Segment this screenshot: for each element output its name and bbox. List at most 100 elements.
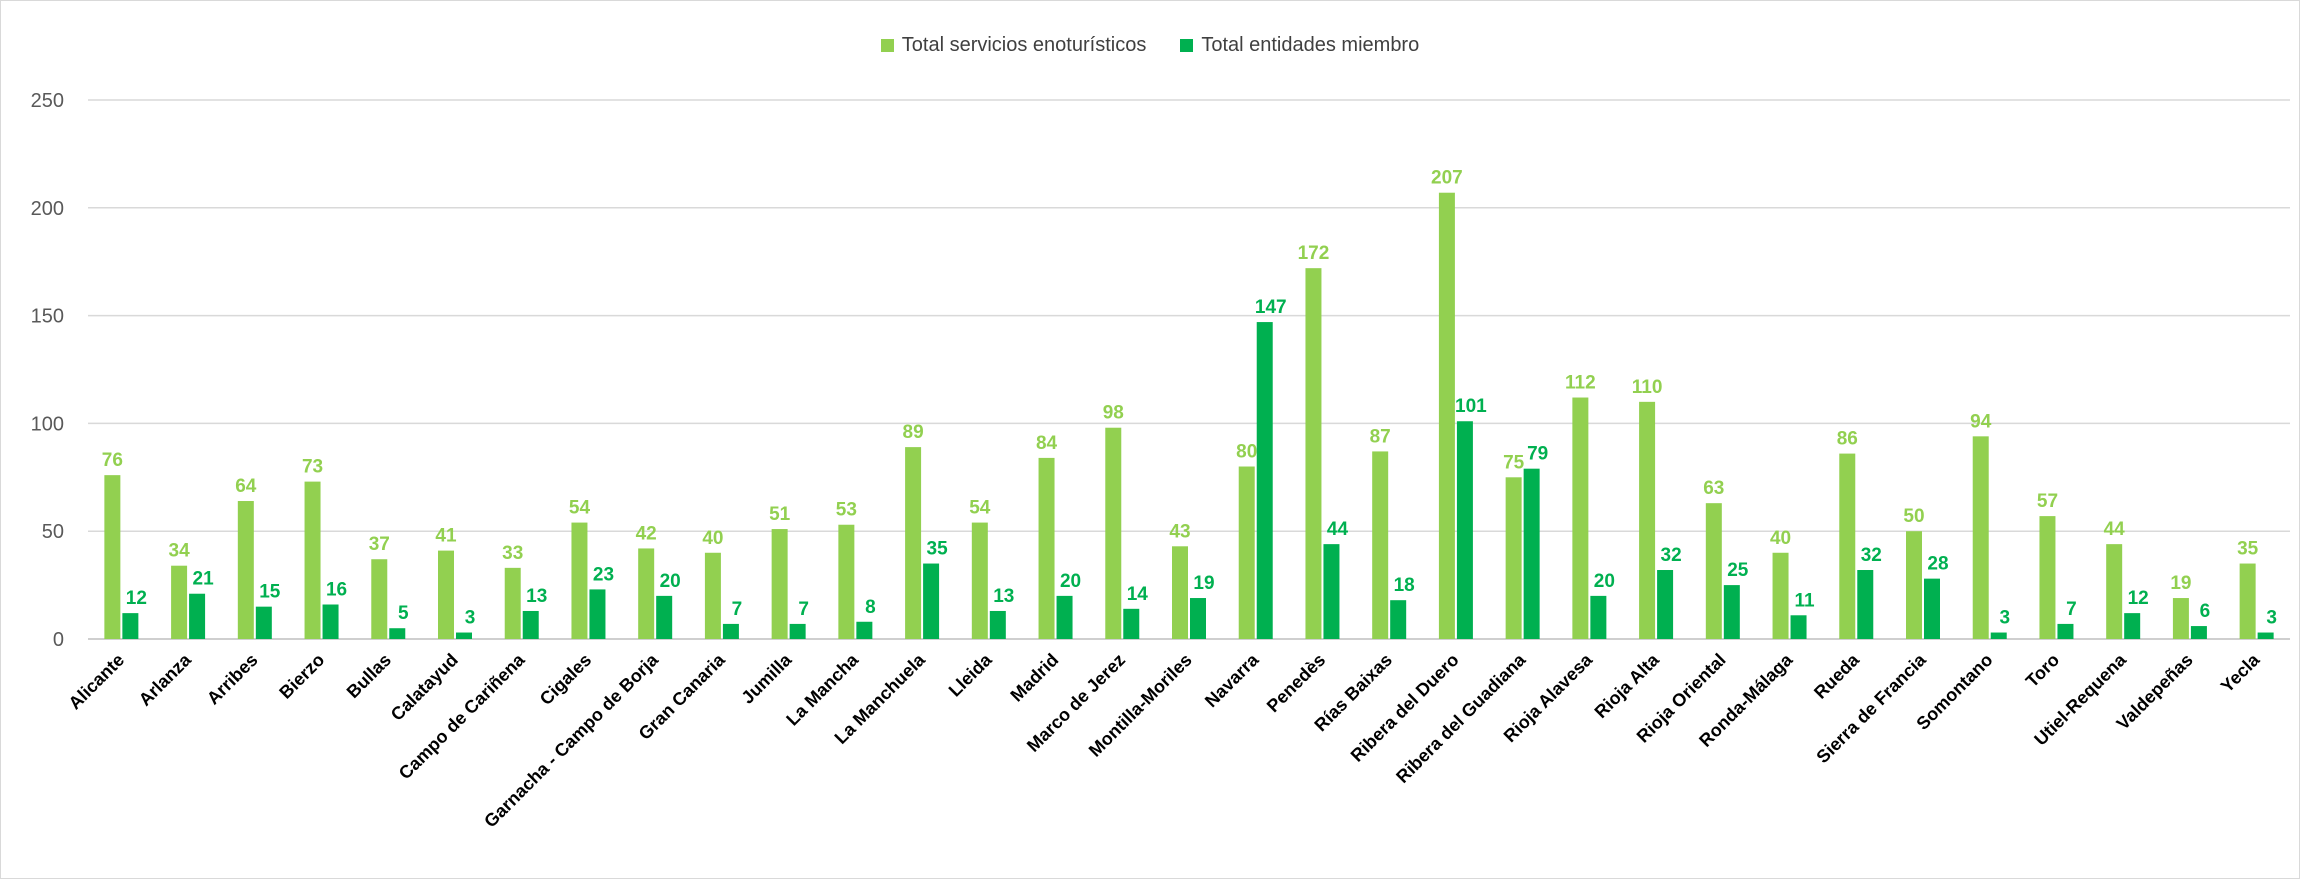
data-label-entidades: 44 (1327, 519, 1349, 540)
bar-entidades (1456, 421, 1473, 639)
x-tick-label: Penedès (1263, 650, 1330, 717)
data-label-servicios: 86 (1837, 429, 1858, 450)
bar-entidades (2124, 613, 2141, 639)
bar-servicios (1505, 477, 1522, 639)
bar-servicios (237, 501, 254, 639)
bar-entidades (1990, 632, 2007, 639)
data-label-entidades: 32 (1661, 545, 1682, 566)
data-label-entidades: 147 (1255, 297, 1287, 318)
legend-swatch-servicios (880, 39, 894, 52)
y-tick-label: 250 (31, 90, 64, 112)
bar-entidades (989, 610, 1006, 639)
data-label-servicios: 54 (969, 498, 991, 519)
bar-entidades (122, 613, 139, 639)
data-label-servicios: 54 (569, 498, 591, 519)
x-tick-label: Bierzo (275, 650, 328, 703)
bar-entidades (456, 632, 472, 639)
data-label-entidades: 13 (526, 586, 547, 607)
bar-entidades (255, 606, 272, 639)
data-label-servicios: 76 (102, 450, 123, 471)
x-tick-label: Bullas (343, 650, 395, 702)
x-tick-label: Jumilla (737, 649, 796, 708)
data-label-servicios: 51 (769, 504, 791, 525)
data-label-servicios: 112 (1565, 373, 1596, 394)
x-tick-label: Cigales (536, 650, 595, 709)
bar-entidades (389, 628, 406, 639)
bar-servicios (1972, 436, 1989, 639)
bar-servicios (1705, 503, 1722, 639)
data-label-entidades: 20 (1594, 571, 1615, 592)
data-label-entidades: 18 (1394, 575, 1415, 596)
bar-servicios (1772, 552, 1789, 639)
data-label-entidades: 101 (1455, 396, 1487, 417)
data-label-servicios: 172 (1298, 243, 1330, 264)
bar-entidades (1523, 468, 1540, 639)
bar-entidades (789, 623, 806, 639)
bar-entidades (1790, 615, 1807, 639)
x-tick-label: Arribes (203, 650, 262, 709)
x-tick-label: Yecla (2217, 649, 2264, 696)
data-label-entidades: 28 (1927, 554, 1948, 575)
bar-entidades (589, 589, 606, 639)
bar-servicios (504, 567, 521, 639)
bar-entidades (1123, 608, 1140, 639)
data-label-entidades: 3 (1999, 608, 2010, 629)
bar-servicios (1172, 546, 1188, 639)
bar-entidades (1390, 600, 1407, 639)
bar-servicios (571, 522, 588, 639)
bar-servicios (2106, 544, 2123, 639)
bar-servicios (304, 481, 321, 639)
bar-entidades (2190, 626, 2207, 639)
data-label-servicios: 84 (1036, 433, 1058, 454)
bar-entidades (522, 610, 539, 639)
data-label-servicios: 57 (2037, 491, 2058, 512)
data-label-servicios: 89 (903, 422, 924, 443)
legend-swatch-entidades (1180, 39, 1194, 52)
data-label-entidades: 7 (732, 599, 743, 620)
bar-servicios (438, 550, 454, 639)
data-label-servicios: 110 (1632, 377, 1663, 398)
data-label-entidades: 11 (1794, 590, 1815, 611)
y-tick-label: 100 (31, 413, 64, 435)
data-label-servicios: 64 (235, 476, 257, 497)
data-label-entidades: 19 (1193, 573, 1214, 594)
data-label-entidades: 25 (1727, 560, 1749, 581)
data-label-entidades: 35 (927, 539, 949, 560)
bar-servicios (371, 559, 388, 639)
data-label-servicios: 63 (1703, 478, 1724, 499)
data-label-entidades: 32 (1861, 545, 1882, 566)
data-label-servicios: 19 (2170, 573, 2191, 594)
x-tick-label: Campo de Cariñena (395, 649, 529, 783)
data-label-entidades: 5 (398, 603, 409, 624)
bar-servicios (171, 565, 188, 639)
bar-entidades (1056, 595, 1073, 639)
y-tick-label: 50 (42, 521, 64, 543)
bar-servicios (2239, 563, 2256, 639)
data-label-servicios: 44 (2104, 519, 2126, 540)
x-tick-label: Navarra (1201, 649, 1263, 711)
bar-entidades (1190, 598, 1206, 639)
data-label-entidades: 20 (660, 571, 681, 592)
data-label-entidades: 13 (993, 586, 1014, 607)
bar-servicios (1038, 457, 1055, 639)
bar-entidades (2057, 623, 2074, 639)
y-tick-label: 150 (31, 306, 64, 328)
bar-servicios (1305, 268, 1322, 639)
bar-servicios (1572, 397, 1589, 639)
data-label-servicios: 98 (1103, 403, 1124, 424)
bar-entidades (856, 621, 873, 639)
bar-servicios (1372, 451, 1389, 639)
data-label-entidades: 7 (798, 599, 809, 620)
bar-entidades (923, 563, 940, 639)
data-label-entidades: 79 (1527, 444, 1548, 465)
bar-servicios (2172, 598, 2189, 639)
data-label-entidades: 12 (126, 588, 147, 609)
data-label-entidades: 16 (326, 580, 347, 601)
bar-servicios (104, 475, 121, 639)
data-label-entidades: 15 (259, 582, 281, 603)
bar-entidades (1857, 570, 1874, 639)
legend-label-servicios: Total servicios enoturísticos (901, 34, 1147, 56)
x-tick-label: Alicante (65, 650, 129, 714)
